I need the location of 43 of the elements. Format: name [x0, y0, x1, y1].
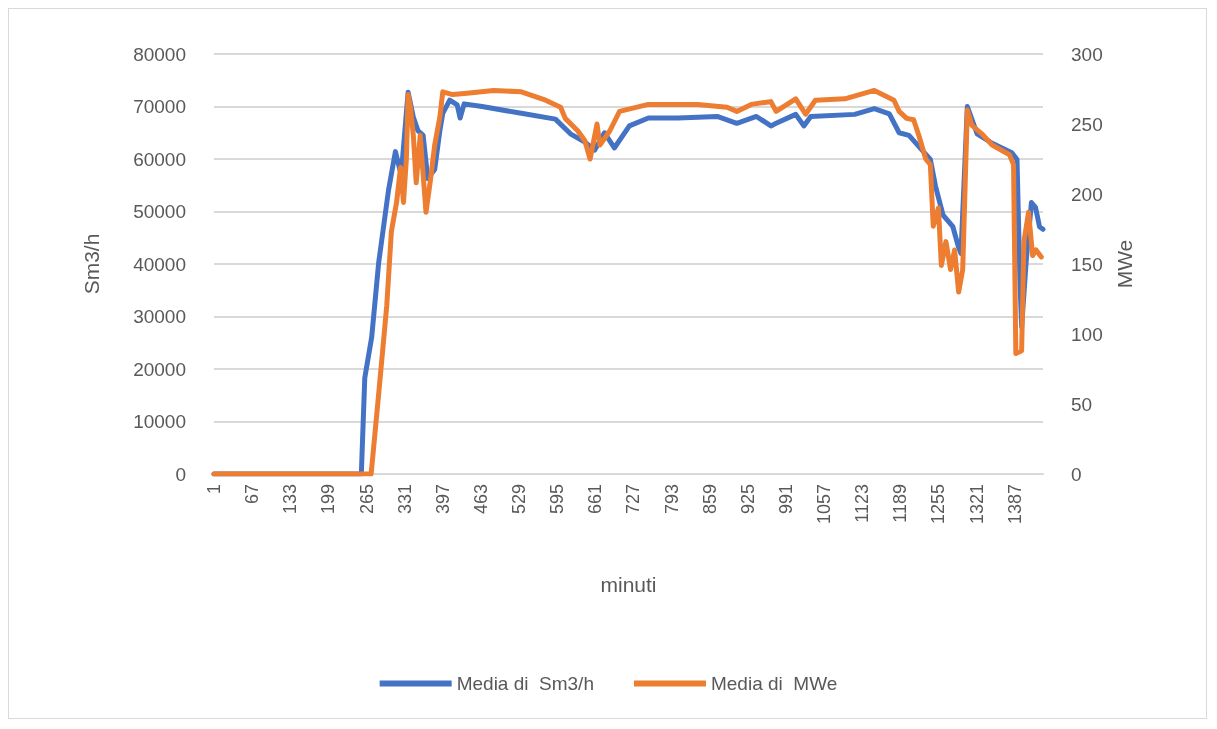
- legend-label: Media di MWe: [710, 673, 838, 694]
- x-tick-label: 133: [280, 484, 301, 515]
- y-axis-title: Sm3/h: [80, 233, 103, 295]
- y2-tick-label: 250: [1071, 113, 1103, 135]
- x-tick-label: 199: [318, 484, 339, 515]
- x-tick-label: 859: [699, 484, 720, 515]
- y-tick-label: 50000: [133, 201, 186, 222]
- x-tick-label: 661: [585, 484, 606, 515]
- y2-axis-title: MWe: [1112, 239, 1136, 289]
- y2-tick-label: 100: [1071, 323, 1103, 345]
- x-tick-label: 595: [547, 484, 568, 515]
- y-tick-label: 40000: [133, 253, 186, 275]
- x-tick-label: 925: [737, 484, 758, 515]
- x-tick-label: 1387: [1004, 484, 1025, 525]
- y-tick-label: 20000: [133, 358, 186, 380]
- y-tick-label: 10000: [133, 411, 186, 432]
- y-tick-label: 70000: [133, 96, 186, 117]
- x-tick-label: 1255: [928, 484, 949, 525]
- y2-tick-label: 200: [1071, 183, 1103, 205]
- x-tick-label: 1: [204, 484, 224, 495]
- x-tick-label: 793: [661, 484, 682, 515]
- x-tick-label: 397: [432, 484, 453, 515]
- y-tick-label: 80000: [133, 43, 186, 65]
- x-tick-label: 1123: [852, 484, 873, 523]
- y2-tick-label: 0: [1071, 463, 1082, 485]
- x-tick-label: 991: [775, 484, 796, 515]
- y-tick-label: 30000: [133, 306, 186, 327]
- legend-label: Media di Sm3/h: [456, 673, 594, 694]
- y2-tick-label: 300: [1071, 43, 1103, 65]
- x-tick-label: 1057: [814, 484, 835, 525]
- y-tick-label: 60000: [133, 148, 186, 170]
- x-tick-label: 265: [356, 484, 377, 515]
- y2-tick-label: 50: [1071, 393, 1093, 415]
- x-axis-title: minuti: [600, 573, 657, 596]
- x-tick-label: 1189: [890, 484, 911, 523]
- y2-tick-label: 150: [1071, 253, 1103, 275]
- x-tick-label: 67: [242, 484, 263, 505]
- x-tick-label: 727: [623, 484, 644, 515]
- x-tick-label: 1321: [966, 484, 987, 525]
- x-tick-label: 529: [509, 484, 530, 515]
- x-tick-label: 463: [470, 484, 491, 515]
- y-tick-label: 0: [175, 463, 186, 485]
- x-tick-label: 331: [394, 484, 415, 515]
